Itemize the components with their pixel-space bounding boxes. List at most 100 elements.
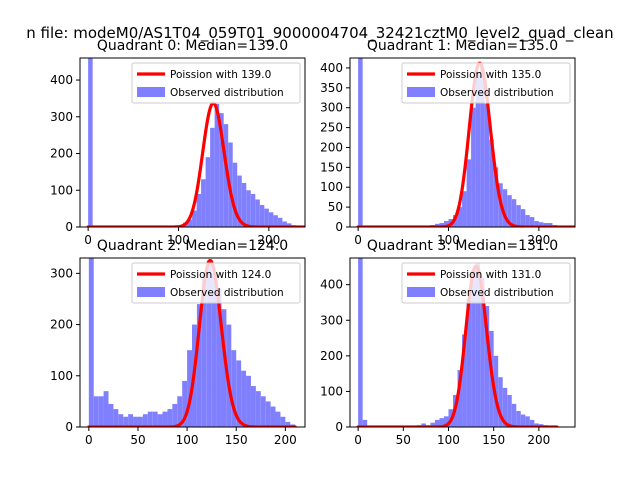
histogram-bar (525, 215, 530, 227)
histogram-bar (210, 127, 215, 227)
histogram-bar (268, 212, 274, 227)
histogram-bar (457, 207, 463, 227)
histogram-bar (113, 409, 119, 427)
y-tick-label: 0 (335, 420, 343, 434)
histogram-bar (439, 223, 444, 227)
histogram-bar (98, 396, 104, 427)
panel-title: Quadrant 2: Median=124.0 (97, 238, 288, 254)
legend-box (401, 262, 571, 304)
histogram-bar (493, 167, 499, 227)
histogram-bar (103, 391, 109, 427)
histogram-bar (196, 193, 202, 227)
y-tick-label: 300 (50, 110, 73, 124)
histogram-bar (223, 124, 229, 227)
y-tick-label: 200 (50, 318, 73, 332)
histogram-bar (480, 277, 485, 427)
y-tick-label: 350 (320, 81, 343, 95)
legend-box (131, 62, 301, 104)
histogram-bar (358, 258, 363, 427)
panel-title: Quadrant 1: Median=135.0 (367, 38, 558, 54)
histogram-bar (255, 199, 260, 227)
histogram-bar (137, 416, 143, 427)
histogram-bar (534, 423, 539, 427)
histogram-bar (201, 273, 207, 427)
histogram-bar (108, 403, 114, 427)
histogram-bar (147, 411, 153, 427)
histogram-bar (196, 304, 202, 427)
legend-observed-label: Observed distribution (440, 87, 554, 99)
histogram-bar (232, 162, 238, 227)
legend-observed-swatch (407, 87, 435, 97)
x-tick-label: 200 (527, 433, 550, 447)
legend-box (131, 262, 301, 304)
legend-observed-label: Observed distribution (440, 287, 554, 299)
histogram-bar (489, 139, 494, 227)
histogram-bar (362, 419, 368, 427)
histogram-bar (484, 103, 490, 227)
legend-poisson-label: Poission with 135.0 (440, 69, 541, 81)
histogram-bar (162, 411, 168, 427)
poisson-curve (86, 101, 305, 227)
y-tick-label: 300 (50, 266, 73, 280)
histogram-bar (157, 414, 163, 427)
histogram-bar (484, 306, 490, 427)
histogram-bar (543, 223, 548, 227)
histogram-bar (511, 403, 517, 427)
histogram-bar (88, 258, 94, 427)
x-tick-label: 200 (257, 233, 280, 247)
histogram-bar (529, 217, 535, 227)
histogram-bar (192, 210, 197, 227)
histogram-bar (187, 350, 193, 427)
histogram-bar (507, 195, 512, 227)
x-tick-label: 200 (274, 433, 297, 447)
histogram-bar (547, 223, 553, 227)
histogram-bar (123, 416, 129, 427)
histogram-bar (516, 205, 521, 227)
histogram-bar (475, 71, 481, 227)
histogram-bar (471, 270, 476, 427)
histogram-bar (241, 182, 247, 227)
y-tick-label: 100 (50, 183, 73, 197)
x-tick-label: 100 (167, 233, 190, 247)
histogram-bar (177, 396, 183, 427)
y-tick-label: 100 (320, 180, 343, 194)
panel-title: Quadrant 3: Median=131.0 (367, 238, 558, 254)
axes-frame (79, 57, 306, 228)
histogram-bar (520, 414, 526, 427)
histogram-bar (434, 419, 440, 427)
histogram-bar (260, 396, 266, 427)
histogram-bar (421, 423, 426, 427)
panel-title: Quadrant 0: Median=139.0 (97, 38, 288, 54)
histogram-bar (358, 58, 363, 227)
x-tick-label: 200 (527, 233, 550, 247)
y-tick-label: 400 (320, 61, 343, 75)
histogram-bar (538, 222, 544, 227)
y-tick-label: 200 (320, 349, 343, 363)
x-tick-label: 100 (437, 433, 460, 447)
x-tick-label: 0 (354, 433, 362, 447)
axes-frame (349, 257, 576, 428)
histogram-bar (93, 396, 99, 427)
histogram-bar (216, 288, 222, 427)
panel-0: 0 100 200 0 100 200 300 400 Quadrant 0: Median=1… (50, 38, 306, 247)
panels: 0 100 200 0 100 200 300 400 Quadrant 0: Median=1… (50, 38, 576, 447)
legend-box (401, 62, 571, 104)
legend-observed-swatch (407, 287, 435, 297)
histogram-bar (265, 401, 271, 427)
histogram-bar (133, 416, 138, 427)
histogram-bar (205, 157, 211, 227)
panel-1: 0 100 200 0 50 100 150 200 250 300 350 400 Quadrant … (320, 38, 576, 247)
histogram-bar (231, 350, 237, 427)
histogram-bar (142, 414, 148, 427)
y-tick-label: 0 (65, 420, 73, 434)
histogram-bar (466, 298, 472, 427)
histogram-bar (246, 190, 251, 227)
histogram-bar (255, 391, 261, 427)
histogram-bar (128, 414, 134, 427)
histogram-bar (502, 387, 508, 427)
histogram-bar (439, 418, 444, 427)
histogram-bar (237, 175, 242, 227)
x-tick-label: 0 (84, 233, 92, 247)
legend-poisson-label: Poission with 131.0 (440, 269, 541, 281)
histogram-bar (511, 199, 517, 227)
